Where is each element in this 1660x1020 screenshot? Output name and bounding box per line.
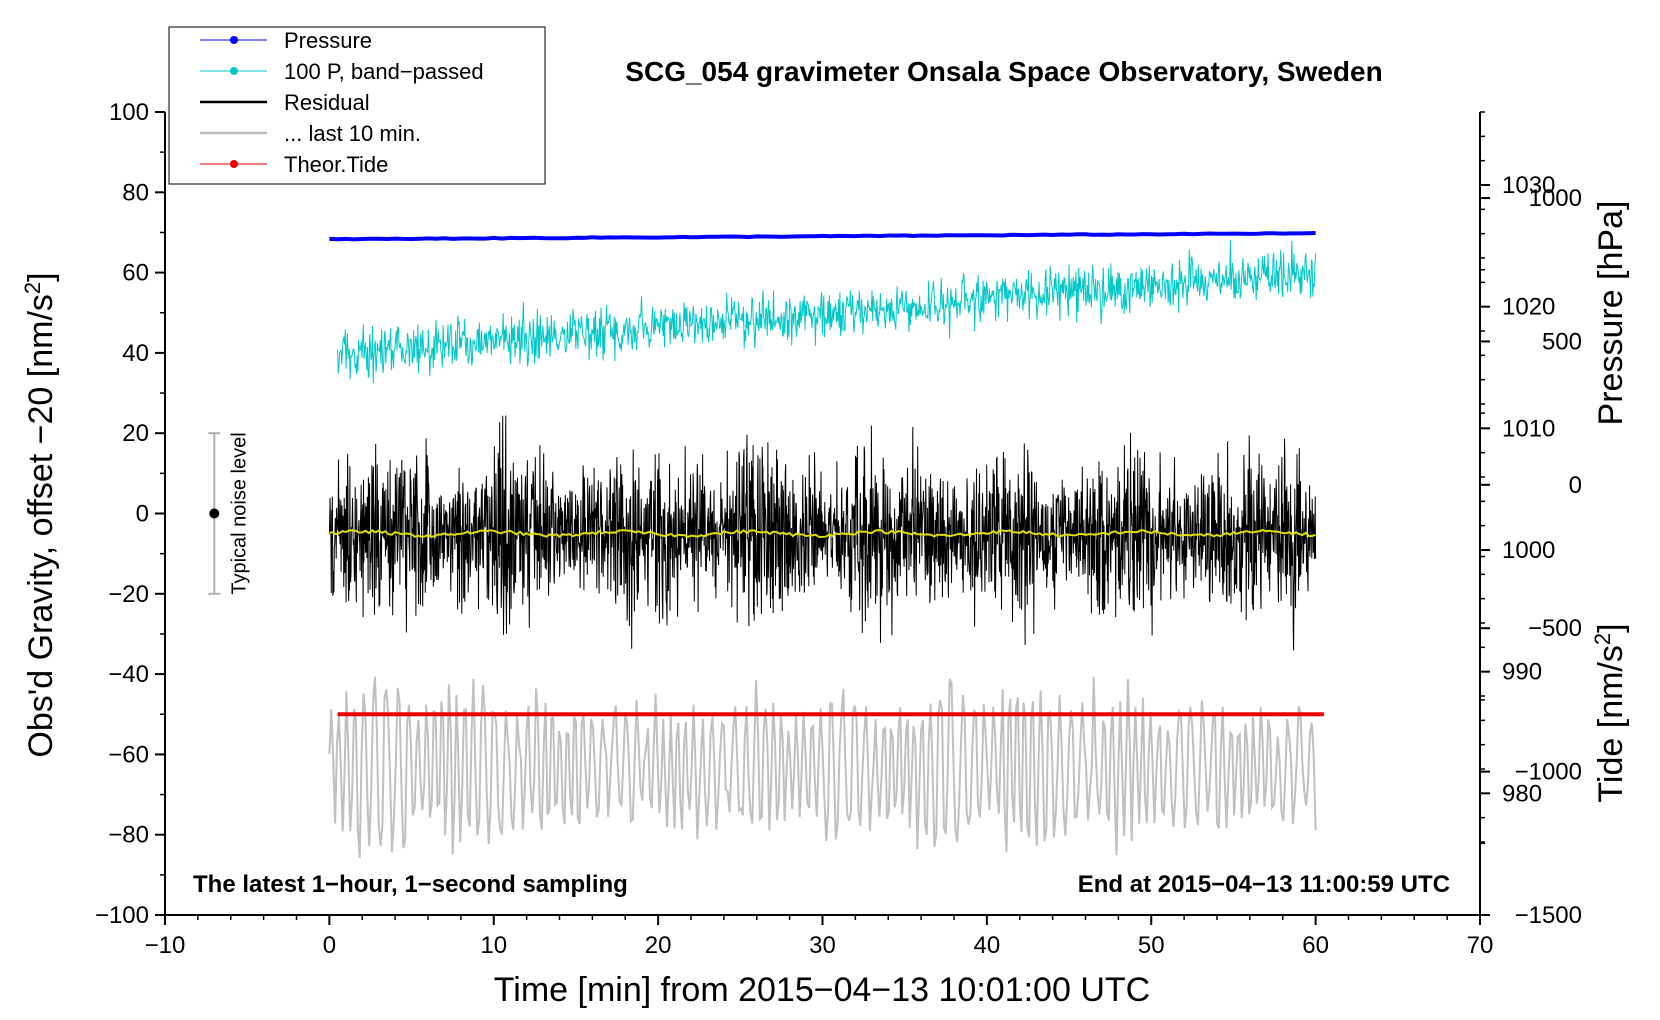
series-band-passed [337, 240, 1317, 384]
y-axis-title-tide-sup: 2 [1590, 633, 1615, 645]
legend-label: Residual [284, 90, 370, 115]
annotation-end-time: End at 2015−04−13 11:00:59 UTC [1078, 871, 1450, 898]
tide-tick-label: 500 [1542, 328, 1582, 355]
noise-bar-label: Typical noise level [228, 432, 250, 594]
legend-label: Theor.Tide [284, 152, 388, 177]
y-tick-label: 0 [136, 501, 149, 528]
y-tick-label: 40 [122, 340, 149, 367]
series-pressure [329, 231, 1316, 242]
y-axis-title-left-close: ] [22, 272, 60, 281]
ticks-layer: −10 0 10 20 30 40 50 60 70100806040200−20−40−60−… [95, 99, 1582, 959]
y-axis-title-pressure: Pressure [hPa] [1592, 201, 1630, 426]
legend: Pressure 100 P, band−passed Residual ... la… [168, 26, 546, 185]
series-layer [328, 231, 1324, 859]
legend-swatch-dot [230, 160, 238, 168]
x-tick-label: 10 [480, 932, 507, 959]
legend-swatch-dot [230, 36, 238, 44]
y-axis-title-tide: Tide [nm/s2] [1590, 623, 1630, 802]
y-tick-label: −20 [108, 581, 149, 608]
annotation-sampling: The latest 1−hour, 1−second sampling [193, 871, 628, 898]
tide-tick-label: −1500 [1515, 902, 1582, 929]
y-tick-label: −40 [108, 661, 149, 688]
y-tick-label: 100 [109, 99, 149, 126]
y-tick-label: −80 [108, 822, 149, 849]
pressure-tick-label: 1000 [1502, 537, 1555, 564]
x-tick-label: 30 [809, 932, 836, 959]
y-axis-title-left-main: Obs'd Gravity, offset −20 [nm/s [22, 294, 60, 757]
y-tick-label: −100 [95, 902, 149, 929]
tide-tick-label: −500 [1528, 615, 1582, 642]
x-axis-title: Time [min] from 2015−04−13 10:01:00 UTC [494, 971, 1150, 1009]
x-tick-label: 60 [1302, 932, 1329, 959]
pressure-tick-label: 980 [1502, 780, 1542, 807]
legend-swatch-dot [230, 67, 238, 75]
chart-title: SCG_054 gravimeter Onsala Space Observat… [625, 56, 1382, 87]
x-tick-label: 20 [645, 932, 672, 959]
pressure-tick-label: 1020 [1502, 294, 1555, 321]
tide-tick-label: 0 [1569, 472, 1582, 499]
y-tick-label: −60 [108, 741, 149, 768]
y-tick-label: 60 [122, 260, 149, 287]
tide-tick-label: 1000 [1529, 185, 1582, 212]
x-tick-label: 70 [1467, 932, 1494, 959]
legend-box [168, 26, 546, 185]
x-tick-label: 0 [323, 932, 336, 959]
y-tick-label: 80 [122, 179, 149, 206]
legend-label: Pressure [284, 28, 372, 53]
legend-label: 100 P, band−passed [284, 59, 484, 84]
y-tick-label: 20 [122, 420, 149, 447]
series-residual [328, 415, 1317, 651]
legend-label: ... last 10 min. [284, 121, 421, 146]
x-tick-label: −10 [145, 932, 186, 959]
y-axis-title-tide-close: ] [1592, 623, 1630, 632]
pressure-tick-label: 1010 [1502, 415, 1555, 442]
tide-tick-label: −1000 [1515, 759, 1582, 786]
y-axis-title-left: Obs'd Gravity, offset −20 [nm/s2] [20, 272, 60, 757]
pressure-tick-label: 990 [1502, 659, 1542, 686]
series-running-mean [329, 528, 1316, 539]
noise-bar-center-dot [209, 508, 220, 519]
x-tick-label: 50 [1138, 932, 1165, 959]
y-axis-title-tide-main: Tide [nm/s [1592, 645, 1630, 802]
noise-level-indicator: Typical noise level [208, 432, 250, 595]
y-axis-title-left-sup: 2 [20, 282, 45, 294]
pressure-tick-label: 1030 [1502, 172, 1555, 199]
x-tick-label: 40 [974, 932, 1001, 959]
